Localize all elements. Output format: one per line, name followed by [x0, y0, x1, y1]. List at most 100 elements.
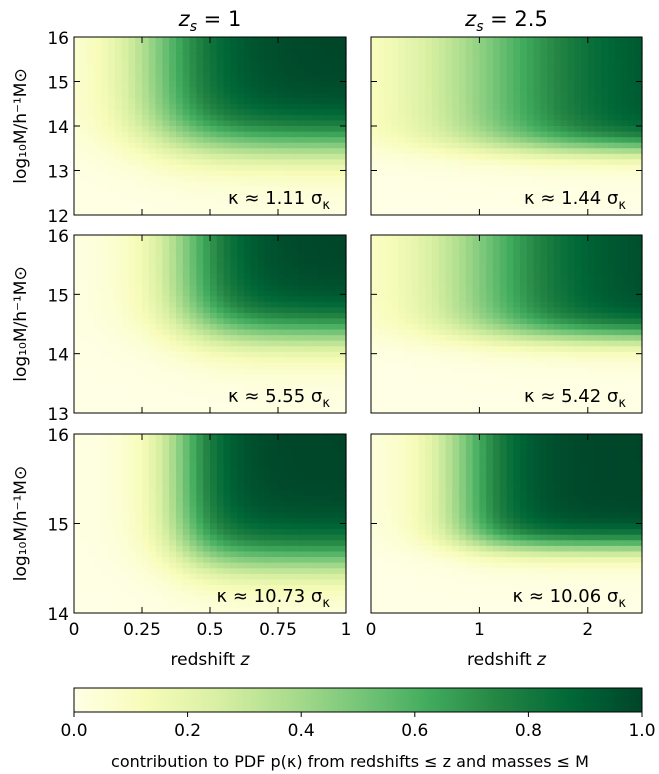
- heatmap-cell: [203, 70, 211, 77]
- heatmap-cell: [237, 301, 245, 308]
- heatmap-cell: [339, 103, 347, 110]
- kappa-annotation: κ ≈ 5.55 σκ: [228, 386, 330, 411]
- heatmap-cell: [339, 198, 347, 205]
- heatmap-cell: [445, 379, 453, 386]
- heatmap-cell: [257, 307, 265, 314]
- heatmap-cell: [80, 268, 89, 275]
- heatmap-cell: [574, 290, 582, 297]
- heatmap-cell: [628, 37, 636, 44]
- heatmap-cell: [305, 114, 313, 122]
- heatmap-cell: [581, 285, 589, 292]
- heatmap-cell: [608, 81, 616, 88]
- heatmap-cell: [581, 246, 589, 253]
- heatmap-cell: [142, 251, 150, 258]
- heatmap-cell: [513, 329, 521, 336]
- heatmap-cell: [135, 209, 143, 216]
- heatmap-cell: [284, 240, 293, 247]
- heatmap-cell: [339, 109, 347, 116]
- heatmap-cell: [614, 153, 623, 160]
- heatmap-cell: [621, 131, 630, 138]
- heatmap-cell: [298, 351, 306, 358]
- heatmap-cell: [513, 203, 521, 211]
- heatmap-cell: [74, 251, 82, 258]
- heatmap-cell: [230, 153, 238, 160]
- heatmap-cell: [560, 126, 569, 133]
- heatmap-cell: [445, 131, 453, 138]
- heatmap-cell: [377, 37, 386, 44]
- heatmap-cell: [553, 114, 562, 122]
- heatmap-cell: [587, 48, 596, 55]
- heatmap-cell: [452, 37, 460, 44]
- heatmap-cell: [74, 396, 82, 403]
- heatmap-cell: [128, 318, 136, 325]
- heatmap-cell: [553, 296, 562, 303]
- heatmap-cell: [425, 103, 433, 110]
- heatmap-cell: [506, 257, 514, 264]
- heatmap-cell: [574, 346, 582, 353]
- heatmap-cell: [560, 176, 569, 183]
- heatmap-cell: [560, 240, 569, 247]
- heatmap-cell: [203, 357, 211, 364]
- heatmap-cell: [520, 368, 528, 375]
- heatmap-cell: [264, 279, 272, 286]
- heatmap-cell: [312, 126, 320, 133]
- heatmap-cell: [567, 357, 575, 364]
- heatmap-cell: [391, 273, 399, 281]
- heatmap-cell: [182, 296, 191, 303]
- heatmap-cell: [250, 307, 259, 314]
- heatmap-cell: [459, 131, 467, 138]
- heatmap-cell: [94, 240, 102, 247]
- heatmap-cell: [384, 307, 392, 314]
- heatmap-cell: [325, 357, 333, 364]
- heatmap-cell: [121, 240, 129, 247]
- heatmap-cell: [203, 385, 211, 392]
- heatmap-cell: [284, 273, 293, 281]
- heatmap-cell: [176, 187, 184, 194]
- heatmap-cell: [74, 340, 82, 347]
- heatmap-cell: [271, 396, 279, 403]
- heatmap-cell: [257, 75, 265, 83]
- heatmap-cell: [567, 81, 575, 88]
- heatmap-cell: [492, 379, 501, 386]
- heatmap-cell: [594, 257, 602, 264]
- heatmap-cell: [291, 153, 299, 160]
- heatmap-cell: [128, 159, 136, 166]
- heatmap-cell: [581, 329, 589, 336]
- heatmap-cell: [472, 131, 481, 138]
- heatmap-cell: [74, 246, 82, 253]
- heatmap-cell: [101, 307, 109, 314]
- heatmap-cell: [325, 235, 333, 242]
- heatmap-cell: [318, 42, 327, 49]
- heatmap-cell: [148, 59, 157, 66]
- heatmap-cell: [128, 301, 136, 308]
- heatmap-cell: [230, 324, 238, 331]
- heatmap-cell: [101, 137, 109, 144]
- heatmap-cell: [377, 53, 386, 60]
- heatmap-cell: [540, 64, 548, 71]
- heatmap-cell: [128, 307, 136, 314]
- heatmap-cell: [398, 87, 406, 94]
- heatmap-cell: [264, 385, 272, 392]
- heatmap-cell: [176, 170, 184, 177]
- heatmap-cell: [318, 324, 327, 331]
- heatmap-cell: [114, 187, 123, 194]
- heatmap-cell: [492, 203, 501, 211]
- heatmap-cell: [391, 318, 399, 325]
- heatmap-cell: [135, 114, 143, 122]
- heatmap-cell: [230, 296, 238, 303]
- heatmap-cell: [614, 137, 623, 144]
- heatmap-cell: [142, 142, 150, 149]
- heatmap-cell: [533, 357, 541, 364]
- heatmap-cell: [594, 59, 602, 66]
- heatmap-cell: [94, 346, 102, 353]
- heatmap-cell: [553, 251, 562, 258]
- heatmap-cell: [305, 396, 313, 403]
- heatmap-cell: [121, 53, 129, 60]
- heatmap-cell: [553, 120, 562, 127]
- heatmap-cell: [155, 120, 163, 127]
- heatmap-cell: [80, 257, 89, 264]
- heatmap-cell: [540, 296, 548, 303]
- heatmap-cell: [452, 187, 460, 194]
- heatmap-cell: [121, 296, 129, 303]
- heatmap-cell: [581, 301, 589, 308]
